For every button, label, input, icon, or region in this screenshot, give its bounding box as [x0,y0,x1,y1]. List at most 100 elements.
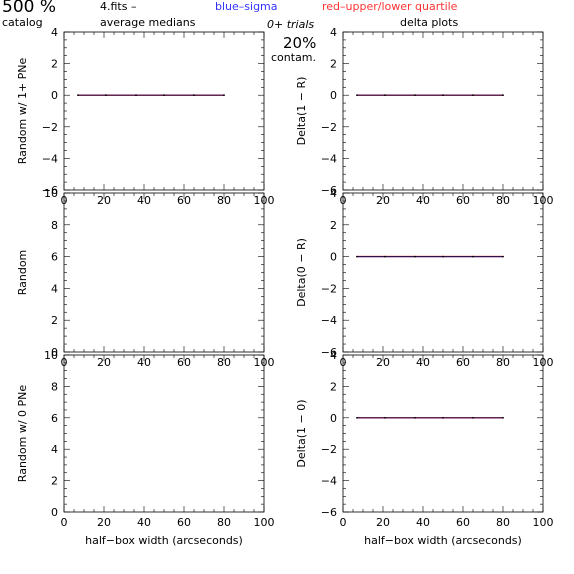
x-tick-label: 60 [456,194,470,207]
data-point [502,255,504,258]
trials-label: 0+ trials [267,18,314,31]
contam-label: contam. [271,51,316,64]
y-tick-label: 0 [51,346,58,359]
x-tick-label: 80 [496,356,510,369]
y-tick-label: −6 [321,184,337,197]
blue-sigma-legend: blue–sigma [215,0,278,13]
x-tick-label: 0 [61,516,68,529]
y-tick-label: 4 [51,26,58,39]
data-point [223,94,225,97]
y-tick-label: −2 [321,282,337,295]
y-tick-label: 0 [330,251,337,264]
x-tick-label: 40 [137,516,151,529]
x-tick-label: 40 [416,356,430,369]
y-tick-label: −6 [321,346,337,359]
plot-frame [342,192,544,353]
x-tick-label: 60 [456,516,470,529]
data-point [442,94,444,97]
data-point [502,416,504,419]
y-tick-label: −6 [42,184,58,197]
data-point [442,416,444,419]
y-tick-label: 6 [51,412,58,425]
x-tick-label: 80 [217,516,231,529]
red-quartile-legend: red–upper/lower quartile [322,0,458,13]
data-point [356,94,358,97]
y-tick-label: 10 [44,187,58,200]
delta-plots-label: delta plots [400,16,458,29]
y-tick-label: 2 [51,475,58,488]
plot-panel-p6: 0 20 40 60 80 100 −6 −4 −2 0 2 4 Delta(1 − 0) half−bo… [295,349,554,547]
x-tick-label: 20 [97,356,111,369]
y-tick-label: 4 [330,349,337,362]
data-point [414,255,416,258]
y-tick-label: 8 [51,219,58,232]
y-tick-label: 2 [330,380,337,393]
x-tick-label: 20 [97,194,111,207]
data-point [356,255,358,258]
data-point [384,94,386,97]
x-tick-label: 20 [376,516,390,529]
x-tick-label: 80 [217,194,231,207]
data-point [135,94,137,97]
plot-frame [63,354,265,513]
x-tick-label: 40 [416,194,430,207]
data-point [193,94,195,97]
plot-frame [63,192,265,353]
y-axis-label: Delta(0 − R) [295,238,308,307]
data-point [77,94,79,97]
y-tick-label: 8 [51,380,58,393]
x-tick-label: 20 [97,516,111,529]
y-tick-label: 6 [51,251,58,264]
data-point [163,94,165,97]
y-tick-label: −2 [321,443,337,456]
x-tick-label: 40 [137,194,151,207]
data-point [472,94,474,97]
y-tick-label: 0 [330,89,337,102]
x-tick-label: 80 [496,194,510,207]
data-point [472,416,474,419]
data-point [414,416,416,419]
x-tick-label: 80 [496,516,510,529]
y-axis-label: Delta(1 − 0) [295,399,308,467]
y-tick-label: 2 [51,58,58,71]
data-point [414,94,416,97]
y-tick-label: 4 [51,443,58,456]
x-tick-label: 80 [217,356,231,369]
y-axis-label: Random w/ 1+ PNe [16,57,29,164]
plot-frame [342,31,544,191]
x-tick-label: 60 [177,516,191,529]
y-tick-label: 0 [51,506,58,519]
x-axis-label: half−box width (arcseconds) [85,534,243,547]
y-tick-label: 4 [51,282,58,295]
x-tick-label: 40 [416,516,430,529]
y-tick-label: 2 [330,58,337,71]
average-medians-label: average medians [100,16,196,29]
x-tick-label: 0 [340,516,347,529]
y-tick-label: −4 [321,475,337,488]
y-tick-label: 4 [330,26,337,39]
plot-frame [342,354,544,513]
x-tick-label: 60 [456,356,470,369]
y-axis-label: Random [16,250,29,296]
y-tick-label: 0 [51,89,58,102]
data-point [472,255,474,258]
y-tick-label: −4 [42,152,58,165]
y-tick-label: −4 [321,152,337,165]
data-point [384,416,386,419]
y-tick-label: −4 [321,314,337,327]
data-point [105,94,107,97]
y-tick-label: −2 [321,121,337,134]
plot-frame [63,31,265,191]
x-tick-label: 40 [137,356,151,369]
y-tick-label: 4 [330,187,337,200]
x-tick-label: 20 [376,194,390,207]
data-point [384,255,386,258]
x-tick-label: 20 [376,356,390,369]
y-tick-label: 0 [330,412,337,425]
y-tick-label: 10 [44,349,58,362]
contam-percent: 20% [283,34,316,52]
